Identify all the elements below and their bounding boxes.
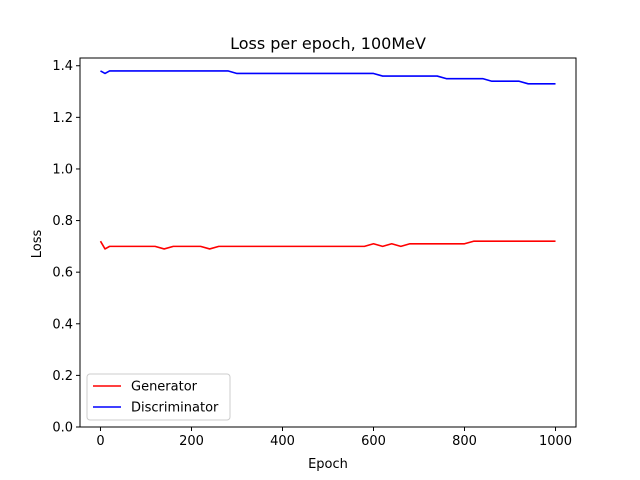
x-axis-title: Epoch (308, 457, 348, 472)
series-line-generator (99, 240, 556, 250)
y-tick-label: 0.0 (52, 421, 73, 436)
y-tick-label: 0.8 (52, 214, 73, 229)
y-tick-label: 0.4 (52, 317, 73, 332)
y-tick-label: 1.2 (52, 111, 73, 126)
axes-frame (79, 57, 577, 428)
x-tick-label: 800 (452, 434, 477, 449)
legend-box (86, 373, 231, 421)
x-tick-label: 600 (361, 434, 386, 449)
x-tick-label: 0 (96, 434, 104, 449)
chart-title: Loss per epoch, 100MeV (230, 34, 426, 53)
y-axis: 0.0 0.2 0.4 0.6 0.8 1.0 1.2 1.4 (52, 59, 80, 436)
x-tick-label: 1000 (539, 434, 572, 449)
plot-area (99, 70, 556, 250)
x-tick-label: 200 (179, 434, 204, 449)
y-axis-title: Loss (30, 230, 45, 259)
legend-label-generator: Generator (131, 380, 198, 395)
legend-label-discriminator: Discriminator (131, 401, 219, 416)
y-tick-label: 1.0 (52, 162, 73, 177)
x-axis: 0 200 400 600 800 1000 (96, 427, 572, 449)
legend: Generator Discriminator (86, 373, 231, 421)
y-tick-label: 1.4 (52, 59, 73, 74)
y-tick-label: 0.2 (52, 369, 73, 384)
y-tick-label: 0.6 (52, 266, 73, 281)
x-tick-label: 400 (270, 434, 295, 449)
series-line-discriminator (100, 70, 556, 85)
